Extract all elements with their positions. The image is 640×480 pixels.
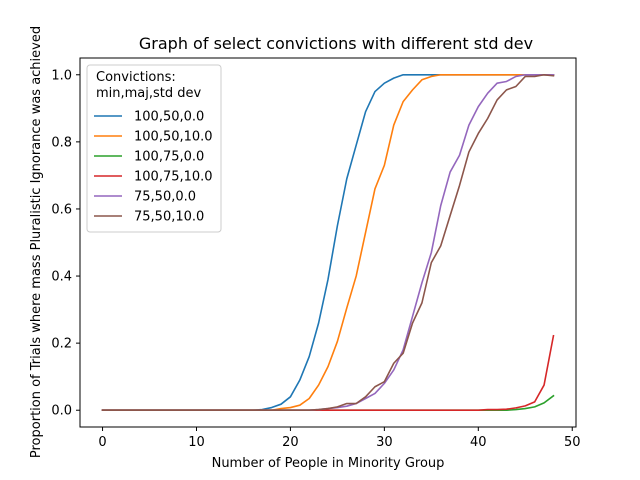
x-tick-label: 10 <box>188 435 205 450</box>
x-tick-label: 30 <box>376 435 393 450</box>
chart-title: Graph of select convictions with differe… <box>139 34 533 53</box>
x-axis-label: Number of People in Minority Group <box>212 456 445 471</box>
legend-label-5: 75,50,10.0 <box>134 210 204 225</box>
series-line-5 <box>101 73 555 412</box>
legend-label-3: 100,75,10.0 <box>134 170 213 185</box>
y-tick-label: 0.8 <box>51 135 72 150</box>
x-tick-label: 20 <box>282 435 299 450</box>
legend-box <box>86 64 222 233</box>
x-axis-ticks: 0 10 20 30 40 50 <box>98 427 581 450</box>
y-axis-ticks: 0.0 0.2 0.4 0.6 0.8 1.0 <box>51 68 80 419</box>
y-tick-label: 0.4 <box>51 270 72 285</box>
series-layer <box>101 73 555 412</box>
legend-title-line1: Convictions: <box>96 70 176 85</box>
x-tick-label: 50 <box>564 435 581 450</box>
x-tick-label: 40 <box>470 435 487 450</box>
y-axis-label: Proportion of Trials where mass Pluralis… <box>29 26 44 458</box>
legend-label-1: 100,50,10.0 <box>134 130 213 145</box>
y-tick-label: 0.0 <box>51 404 72 419</box>
x-tick-label: 0 <box>98 435 106 450</box>
legend-label-2: 100,75,0.0 <box>134 150 204 165</box>
y-tick-label: 0.2 <box>51 337 72 352</box>
legend-label-0: 100,50,0.0 <box>134 110 204 125</box>
y-tick-label: 1.0 <box>51 68 72 83</box>
legend-label-4: 75,50,0.0 <box>134 190 196 205</box>
legend-title-line2: min,maj,std dev <box>96 86 202 101</box>
plot-frame <box>79 57 577 428</box>
legend: Convictions: min,maj,std dev 100,50,0.0 1… <box>86 64 222 233</box>
y-tick-label: 0.6 <box>51 202 72 217</box>
